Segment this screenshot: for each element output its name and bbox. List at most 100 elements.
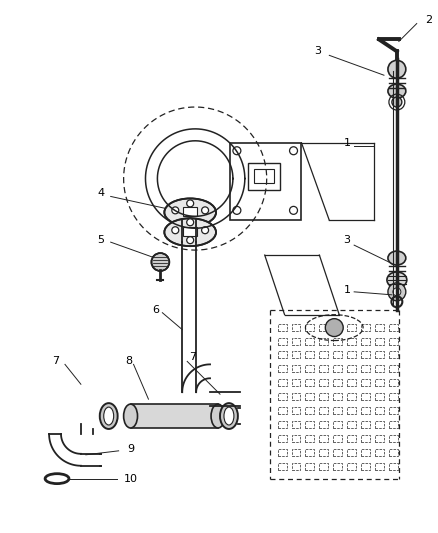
Ellipse shape (387, 84, 405, 98)
Bar (346, 393, 355, 400)
Bar (388, 324, 397, 330)
Bar (388, 421, 397, 428)
Bar (360, 365, 369, 373)
Bar (130, 404, 218, 428)
Circle shape (186, 237, 193, 244)
Bar (360, 379, 369, 386)
Ellipse shape (164, 198, 215, 226)
Bar (346, 324, 355, 330)
Bar (360, 351, 369, 358)
Bar (332, 421, 342, 428)
Bar (277, 393, 286, 400)
Text: 4: 4 (97, 189, 104, 198)
Text: 6: 6 (152, 305, 159, 314)
Bar (291, 393, 300, 400)
Circle shape (387, 283, 405, 301)
Bar (346, 435, 355, 442)
Ellipse shape (387, 251, 405, 265)
Bar (305, 449, 314, 456)
Bar (247, 163, 279, 190)
Bar (360, 393, 369, 400)
Bar (277, 435, 286, 442)
Circle shape (186, 200, 193, 207)
Text: 9: 9 (127, 444, 134, 454)
Bar (277, 379, 286, 386)
Bar (318, 379, 328, 386)
Bar (360, 407, 369, 414)
Bar (346, 351, 355, 358)
Circle shape (171, 227, 178, 233)
Bar (374, 393, 383, 400)
Ellipse shape (211, 404, 224, 428)
Bar (318, 351, 328, 358)
Bar (374, 435, 383, 442)
Bar (305, 365, 314, 373)
Bar (318, 393, 328, 400)
Bar (305, 463, 314, 470)
Bar (360, 324, 369, 330)
Bar (374, 337, 383, 344)
Ellipse shape (103, 407, 113, 425)
Circle shape (392, 288, 400, 296)
Circle shape (325, 319, 343, 336)
Bar (318, 337, 328, 344)
Text: 1: 1 (343, 285, 350, 295)
Text: 2: 2 (424, 14, 431, 25)
Circle shape (171, 207, 178, 214)
Bar (346, 365, 355, 373)
Bar (374, 351, 383, 358)
Bar (291, 379, 300, 386)
Bar (318, 324, 328, 330)
Bar (318, 407, 328, 414)
Circle shape (391, 97, 401, 107)
Bar (277, 351, 286, 358)
Bar (318, 463, 328, 470)
Bar (388, 449, 397, 456)
Text: 8: 8 (125, 357, 132, 366)
Bar (305, 407, 314, 414)
Bar (374, 365, 383, 373)
Bar (332, 379, 342, 386)
Ellipse shape (124, 404, 137, 428)
Bar (360, 463, 369, 470)
Bar (277, 407, 286, 414)
Bar (388, 365, 397, 373)
Bar (318, 421, 328, 428)
Bar (291, 463, 300, 470)
Ellipse shape (164, 219, 215, 246)
Bar (374, 379, 383, 386)
Bar (388, 463, 397, 470)
Bar (332, 407, 342, 414)
Circle shape (387, 60, 405, 78)
Bar (332, 435, 342, 442)
Bar (332, 365, 342, 373)
Bar (277, 337, 286, 344)
Bar (291, 421, 300, 428)
Bar (332, 351, 342, 358)
Bar (374, 421, 383, 428)
Bar (332, 393, 342, 400)
Bar (230, 143, 301, 220)
Bar (291, 324, 300, 330)
Ellipse shape (99, 403, 117, 429)
Bar (291, 365, 300, 373)
Bar (346, 421, 355, 428)
Text: 7: 7 (188, 352, 195, 362)
Bar (305, 393, 314, 400)
Bar (388, 435, 397, 442)
Bar (305, 435, 314, 442)
Bar (346, 449, 355, 456)
Bar (183, 207, 197, 216)
Bar (277, 449, 286, 456)
Text: 10: 10 (123, 474, 137, 483)
Bar (318, 435, 328, 442)
Text: 7: 7 (53, 357, 60, 366)
Circle shape (201, 227, 208, 233)
Bar (360, 337, 369, 344)
Ellipse shape (219, 403, 237, 429)
Bar (277, 463, 286, 470)
Bar (346, 407, 355, 414)
Bar (374, 463, 383, 470)
Ellipse shape (386, 272, 406, 288)
Bar (318, 449, 328, 456)
